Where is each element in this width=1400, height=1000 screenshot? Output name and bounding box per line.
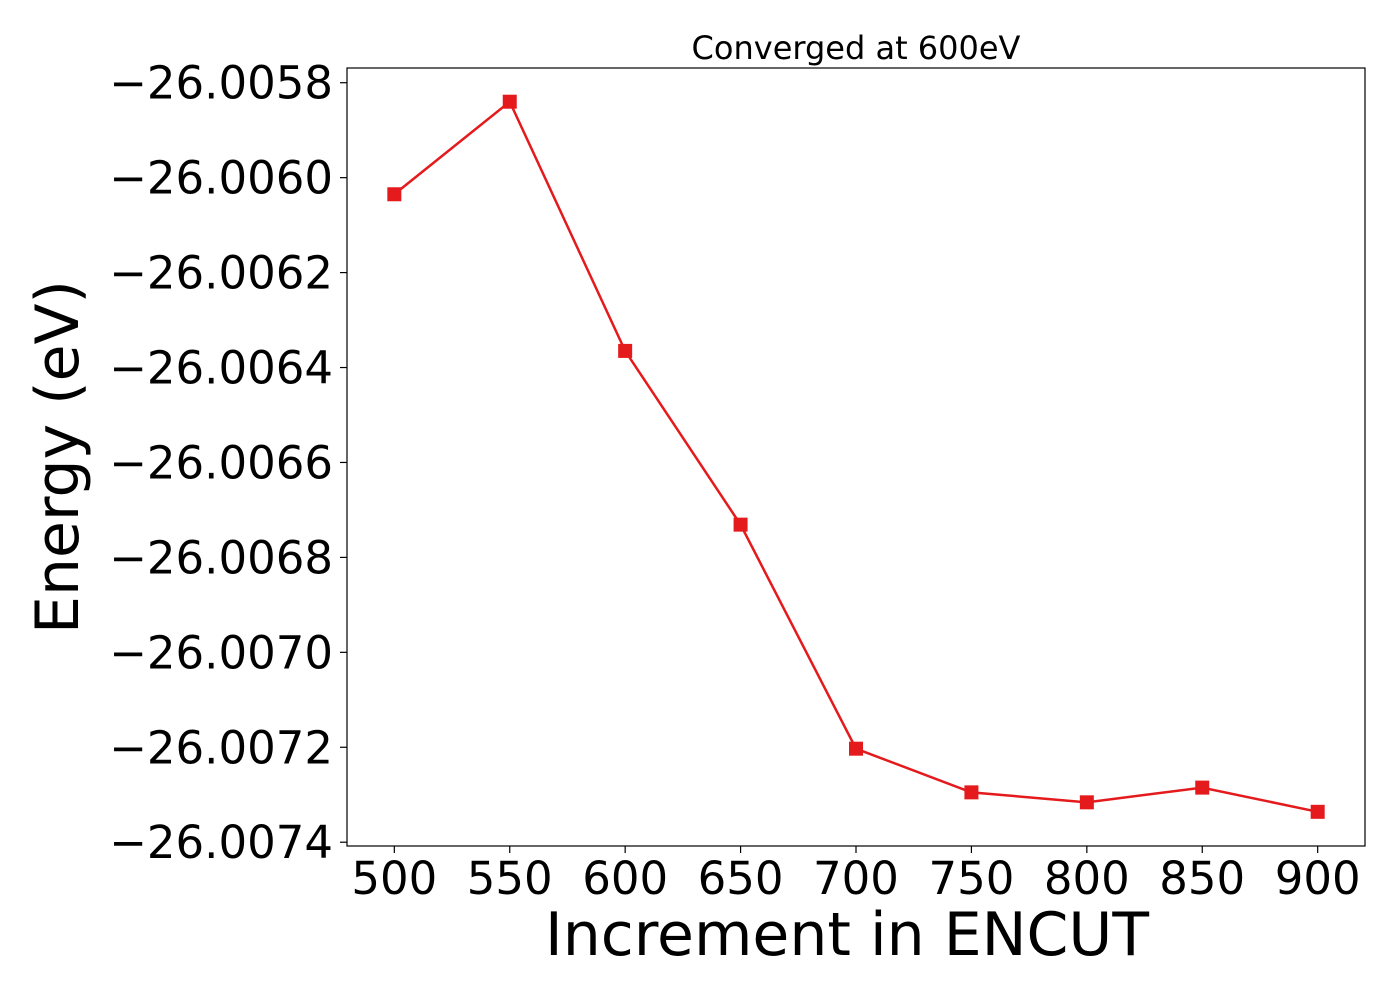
series-line: [393, 99, 1318, 814]
data-point: [733, 517, 748, 532]
y-tick-label: −26.0066: [109, 436, 333, 489]
x-tick-label: 750: [928, 852, 1014, 905]
y-tick-label: −26.0068: [109, 531, 333, 584]
y-axis: −26.0058 −26.0060 −26.0062 −26.0064 −26.0066…: [109, 57, 347, 869]
x-tick-label: 550: [467, 852, 553, 905]
data-point: [1310, 804, 1325, 819]
data-point: [1195, 780, 1210, 795]
x-tick-label: 900: [1275, 852, 1361, 905]
y-tick-label: −26.0062: [109, 247, 333, 300]
y-tick-label: −26.0058: [109, 57, 333, 110]
y-tick-label: −26.0060: [109, 152, 333, 205]
x-axis-label: Increment in ENCUT: [545, 900, 1149, 970]
x-tick-label: 800: [1044, 852, 1130, 905]
y-axis-label: Energy (eV): [23, 280, 93, 634]
data-point: [1079, 795, 1094, 810]
x-tick-label: 600: [582, 852, 668, 905]
data-point: [618, 343, 633, 358]
data-point: [502, 94, 517, 109]
x-tick-label: 500: [351, 852, 437, 905]
data-point: [849, 741, 863, 756]
x-tick-label: 700: [813, 852, 899, 905]
y-tick-label: −26.0074: [109, 816, 333, 869]
data-point: [964, 785, 979, 800]
x-tick-label: 850: [1159, 852, 1245, 905]
x-axis: 500 550 600 650 700 750 800 850 900: [351, 846, 1361, 905]
x-tick-label: 650: [698, 852, 784, 905]
chart-title: Converged at 600eV: [692, 29, 1021, 67]
series-layer: [387, 94, 1325, 819]
data-point: [387, 187, 402, 202]
plot-area-frame: [346, 67, 1366, 847]
y-tick-label: −26.0070: [109, 626, 333, 679]
y-tick-label: −26.0064: [109, 342, 333, 395]
y-tick-label: −26.0072: [109, 721, 333, 774]
